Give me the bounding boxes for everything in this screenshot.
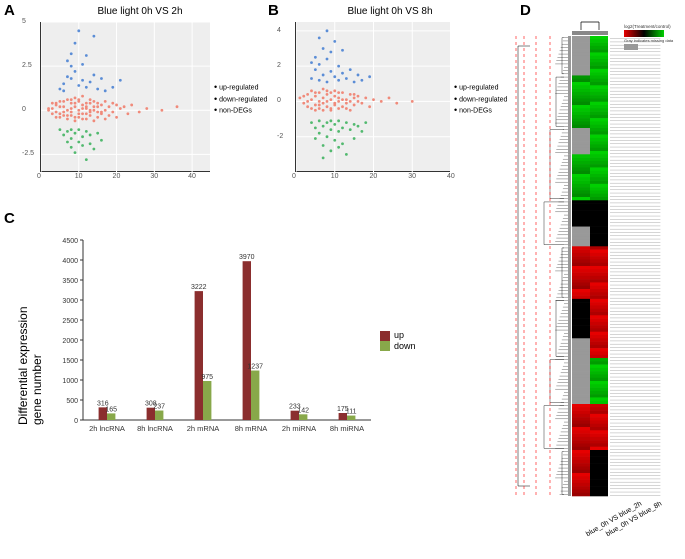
heatmap-legend-svg: log2(Treatment/control) Gray indicates mi… [624, 22, 680, 62]
legend-non: non-DEGs [214, 105, 267, 117]
scatter-b-legend: up-regulated down-regulated non-DEGs [454, 82, 507, 117]
svg-text:3222: 3222 [191, 284, 207, 291]
svg-text:2000: 2000 [62, 338, 78, 345]
svg-text:111: 111 [346, 409, 357, 416]
legend-non: non-DEGs [454, 105, 507, 117]
svg-text:3970: 3970 [239, 254, 255, 261]
svg-text:142: 142 [297, 407, 309, 414]
svg-text:8h miRNA: 8h miRNA [330, 424, 364, 433]
bar-legend: up down [380, 330, 416, 351]
legend-up: up-regulated [454, 82, 507, 94]
scatter-a-svg [41, 22, 211, 172]
bar-svg: 0500100015002000250030003500400045003161… [55, 230, 375, 448]
panel-b-label: B [268, 2, 279, 19]
legend-down: down-regulated [214, 94, 267, 106]
svg-text:2h mRNA: 2h mRNA [187, 424, 220, 433]
svg-text:500: 500 [66, 398, 78, 405]
heatmap-svg [510, 18, 680, 518]
svg-text:2500: 2500 [62, 318, 78, 325]
legend-up: up-regulated [214, 82, 267, 94]
scatter-a [40, 22, 210, 172]
svg-text:4000: 4000 [62, 258, 78, 265]
svg-text:2h lncRNA: 2h lncRNA [89, 424, 125, 433]
svg-text:Gray indicates missing data: Gray indicates missing data [624, 38, 674, 43]
svg-text:4500: 4500 [62, 238, 78, 245]
svg-text:2h miRNA: 2h miRNA [282, 424, 316, 433]
svg-text:8h lncRNA: 8h lncRNA [137, 424, 173, 433]
svg-text:3500: 3500 [62, 278, 78, 285]
bar-chart: 0500100015002000250030003500400045003161… [55, 230, 375, 448]
bar-ylabel: Differential expressiongene number [16, 306, 44, 425]
scatter-a-legend: up-regulated down-regulated non-DEGs [214, 82, 267, 117]
svg-text:237: 237 [153, 404, 165, 411]
svg-text:8h mRNA: 8h mRNA [235, 424, 268, 433]
heatmap [510, 18, 680, 518]
svg-text:975: 975 [201, 374, 213, 381]
svg-text:1500: 1500 [62, 358, 78, 365]
legend-down: down-regulated [454, 94, 507, 106]
svg-text:3000: 3000 [62, 298, 78, 305]
panel-a-label: A [4, 2, 15, 19]
legend-up-bar: up [380, 330, 416, 341]
svg-text:165: 165 [105, 406, 117, 413]
heatmap-legend: log2(Treatment/control) Gray indicates mi… [624, 22, 684, 64]
svg-text:0: 0 [74, 418, 78, 425]
panel-a-title: Blue light 0h VS 2h [70, 6, 210, 17]
svg-text:1237: 1237 [247, 364, 263, 371]
panel-b-title: Blue light 0h VS 8h [320, 6, 460, 17]
panel-d-label: D [520, 2, 531, 19]
svg-text:log2(Treatment/control): log2(Treatment/control) [624, 24, 671, 29]
scatter-b-svg [296, 22, 451, 172]
scatter-b [295, 22, 450, 172]
legend-down-bar: down [380, 341, 416, 352]
svg-text:1000: 1000 [62, 378, 78, 385]
panel-c-label: C [4, 210, 15, 227]
